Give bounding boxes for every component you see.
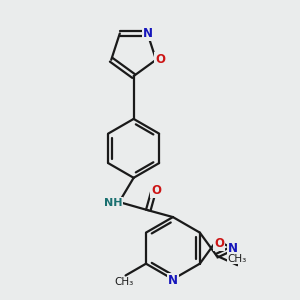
Text: O: O <box>151 184 161 197</box>
Text: N: N <box>168 274 178 287</box>
Text: N: N <box>142 27 152 40</box>
Text: N: N <box>228 242 238 255</box>
Text: CH₃: CH₃ <box>228 254 247 263</box>
Text: NH: NH <box>104 198 123 208</box>
Text: O: O <box>214 237 224 250</box>
Text: O: O <box>155 53 165 66</box>
Text: CH₃: CH₃ <box>114 277 134 287</box>
